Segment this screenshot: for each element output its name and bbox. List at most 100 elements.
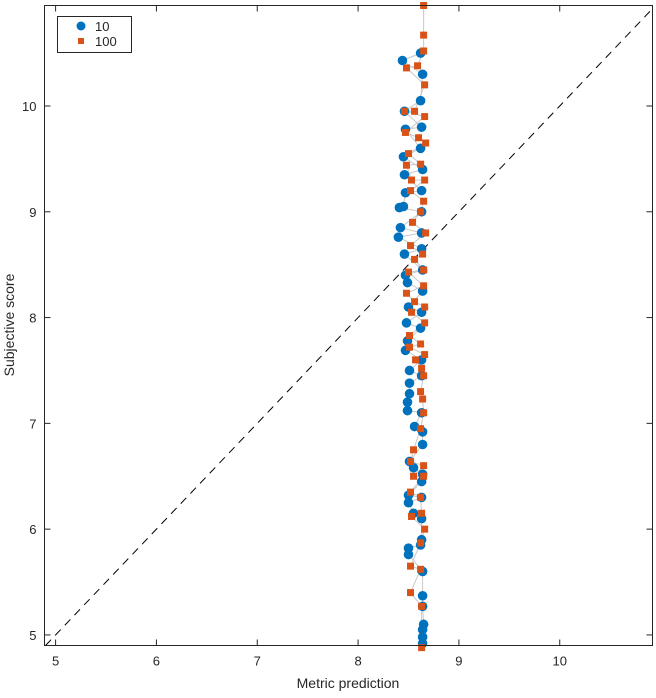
data-point-series-2 [420, 47, 428, 55]
data-point-series-2 [417, 539, 425, 547]
data-point-series-2 [400, 107, 408, 115]
reference-diagonal-line [45, 8, 653, 646]
data-point-series-1 [409, 421, 420, 432]
data-point-series-1 [404, 378, 415, 388]
data-point-series-2 [402, 289, 410, 297]
data-point-series-1 [417, 69, 428, 80]
y-tick-label: 5 [29, 628, 36, 643]
data-point-series-2 [402, 64, 410, 72]
data-point-series-2 [420, 409, 428, 417]
data-point-series-2 [421, 176, 429, 184]
legend: 10 100 [57, 16, 132, 53]
x-tick-label: 8 [354, 654, 361, 669]
data-point-series-2 [417, 208, 425, 216]
data-point-series-2 [420, 31, 428, 39]
data-point-series-2 [421, 81, 429, 89]
data-points [393, 2, 430, 652]
y-axis: 5 6 7 8 9 10 [22, 99, 653, 643]
data-point-series-1 [402, 405, 413, 416]
x-tick-label: 6 [153, 654, 160, 669]
data-point-series-2 [417, 388, 425, 396]
y-tick-label: 7 [29, 416, 36, 431]
data-point-series-2 [421, 113, 429, 121]
data-point-series-1 [416, 122, 427, 132]
data-point-series-2 [417, 565, 425, 573]
data-point-series-2 [418, 644, 426, 652]
data-point-series-2 [407, 457, 415, 465]
legend-marker-circle [76, 21, 86, 31]
data-point-series-1 [416, 185, 427, 196]
legend-marker-square [78, 38, 84, 44]
data-point-series-2 [402, 161, 410, 169]
data-point-series-1 [404, 365, 415, 376]
data-point-series-1 [404, 388, 415, 399]
y-tick-label: 6 [29, 522, 36, 537]
data-point-series-1 [402, 397, 413, 407]
data-point-series-2 [422, 229, 430, 237]
data-point-series-2 [418, 602, 426, 610]
data-point-series-2 [407, 242, 415, 250]
data-point-series-2 [404, 268, 412, 276]
data-point-series-2 [412, 356, 420, 364]
legend-label-series-2: 100 [95, 34, 117, 49]
data-point-series-2 [420, 472, 428, 480]
data-point-series-1 [399, 169, 410, 180]
plot-area-frame [44, 5, 653, 646]
data-point-series-2 [421, 351, 429, 359]
data-point-series-2 [410, 446, 418, 454]
data-point-series-1 [397, 55, 408, 66]
legend-box [57, 16, 132, 53]
data-point-series-2 [411, 107, 419, 115]
x-tick-label: 9 [455, 654, 462, 669]
data-point-series-1 [395, 222, 406, 233]
data-point-series-2 [422, 139, 430, 147]
data-point-series-1 [398, 201, 409, 212]
data-point-series-2 [417, 425, 425, 433]
x-tick-label: 5 [52, 654, 59, 669]
data-point-series-2 [421, 525, 429, 533]
data-point-series-1 [417, 624, 428, 635]
data-point-series-1 [417, 439, 428, 450]
data-point-series-2 [418, 509, 426, 517]
data-point-series-2 [407, 187, 415, 195]
x-axis: 5 6 7 8 9 10 [52, 5, 567, 669]
x-axis-label: Metric prediction [297, 675, 400, 691]
data-point-series-1 [417, 590, 428, 601]
data-point-series-2 [420, 197, 428, 205]
data-point-series-2 [414, 62, 422, 70]
data-point-series-2 [419, 250, 427, 258]
data-point-series-2 [407, 562, 415, 570]
data-point-series-1 [401, 318, 412, 328]
y-tick-label: 10 [22, 99, 36, 114]
data-point-series-2 [420, 266, 428, 274]
data-point-series-1 [399, 249, 410, 259]
data-point-series-2 [417, 160, 425, 168]
data-point-series-2 [421, 303, 429, 311]
data-point-series-2 [410, 472, 418, 480]
data-point-series-2 [407, 488, 415, 496]
data-point-series-1 [408, 462, 419, 473]
data-point-series-2 [411, 298, 419, 306]
data-point-series-1 [403, 549, 414, 560]
data-point-series-1 [393, 232, 404, 242]
data-point-series-2 [419, 395, 427, 403]
data-point-series-2 [418, 364, 426, 372]
x-tick-label: 7 [254, 654, 261, 669]
data-point-series-2 [420, 462, 428, 470]
data-point-series-2 [411, 255, 419, 263]
data-point-series-2 [415, 134, 423, 142]
data-point-series-2 [408, 176, 416, 184]
data-point-series-2 [421, 319, 429, 327]
data-point-series-2 [408, 308, 416, 316]
data-point-series-2 [409, 218, 417, 226]
data-point-series-2 [420, 372, 428, 380]
data-point-series-1 [402, 277, 413, 288]
data-point-series-2 [417, 493, 425, 501]
data-point-series-2 [420, 282, 428, 290]
data-point-series-2 [417, 340, 425, 348]
data-point-series-2 [407, 589, 415, 597]
data-point-series-1 [415, 95, 426, 106]
data-point-series-2 [401, 128, 409, 136]
data-point-series-2 [408, 512, 416, 520]
